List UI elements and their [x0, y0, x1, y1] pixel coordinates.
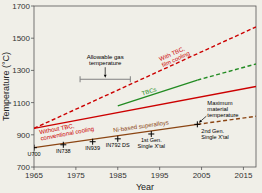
annotation: Allowable gastemperature: [87, 54, 124, 66]
x-tick-label: 1985: [109, 171, 127, 180]
line: [118, 80, 198, 106]
x-tick-label: 1975: [67, 171, 85, 180]
text-line: TBCs: [141, 86, 157, 96]
text-line: temperature: [207, 112, 238, 118]
text-line: Single X'tal: [201, 134, 228, 140]
marker: [115, 136, 121, 142]
marker-label: 1st Gen.Single X'tal: [138, 137, 165, 149]
x-tick-label: 1965: [25, 171, 43, 180]
marker: [60, 142, 66, 148]
x-tick-label: 2015: [235, 171, 253, 180]
y-tick: [31, 38, 34, 39]
x-tick: [159, 167, 160, 170]
x-tick-label: 2005: [193, 171, 211, 180]
plot-area: [34, 27, 256, 151]
x-tick: [117, 167, 118, 170]
annotation-arrow: [199, 116, 207, 123]
x-tick: [75, 167, 76, 170]
line-label: Without TBC,conventional cooling: [39, 119, 95, 141]
text-line: IN738: [56, 148, 71, 154]
arrow-head: [104, 75, 107, 78]
annotation: Maximummaterialtemperature: [207, 100, 238, 118]
y-axis-label: Temperature (°C): [1, 52, 11, 121]
x-tick: [34, 167, 35, 170]
arrow-shaft: [201, 116, 206, 121]
y-tick-label: 700: [17, 163, 31, 172]
line-label: Ni-based superalloys: [113, 119, 169, 133]
plot-frame: [34, 6, 256, 167]
marker-label: U700: [27, 151, 40, 157]
text-line: IN939: [85, 145, 100, 151]
marker-label: IN939: [85, 145, 100, 151]
text-line: IN792 DS: [106, 142, 130, 148]
marker-label: IN738: [56, 148, 71, 154]
line: [197, 64, 256, 80]
marker-label: IN792 DS: [106, 142, 130, 148]
y-tick-label: 1300: [12, 66, 30, 75]
line-label: With TBC,film cooling: [158, 44, 190, 68]
text-line: Single X'tal: [138, 143, 165, 149]
x-tick-label: 1995: [151, 171, 169, 180]
labels: Without TBC,conventional cooling With TBC…: [27, 44, 238, 157]
y-tick: [31, 134, 34, 135]
line: [34, 27, 256, 128]
y-tick-label: 900: [17, 131, 31, 140]
x-axis-label: Year: [136, 182, 154, 192]
marker: [148, 131, 154, 137]
y-tick: [31, 70, 34, 71]
x-tick: [243, 167, 244, 170]
text-line: film cooling: [161, 50, 191, 68]
text-line: Maximum: [207, 100, 232, 106]
arrow-shaft: [105, 67, 106, 75]
text-line: material: [207, 106, 228, 112]
x-tick: [201, 167, 202, 170]
text-line: Allowable gas: [87, 54, 124, 60]
text-line: U700: [27, 151, 40, 157]
y-tick: [31, 102, 34, 103]
line-label: TBCs: [141, 86, 157, 96]
y-tick-label: 1100: [13, 99, 31, 108]
y-tick-label: 1500: [12, 34, 30, 43]
marker-label: 2nd Gen.Single X'tal: [201, 128, 228, 140]
y-tick-label: 1700: [12, 2, 30, 11]
text-line: conventional cooling: [40, 126, 95, 142]
chart: 1965 1975 1985 1995 2005 2015 700 900 1100 1300 15…: [0, 0, 262, 193]
text-line: temperature: [89, 60, 122, 66]
text-line: Ni-based superalloys: [113, 119, 169, 133]
y-tick: [31, 167, 34, 168]
annotation-arrow: [104, 67, 107, 78]
y-tick: [31, 6, 34, 7]
marker: [90, 139, 96, 145]
arrow-head: [199, 120, 202, 123]
marker: [34, 145, 37, 151]
background: [0, 0, 262, 193]
